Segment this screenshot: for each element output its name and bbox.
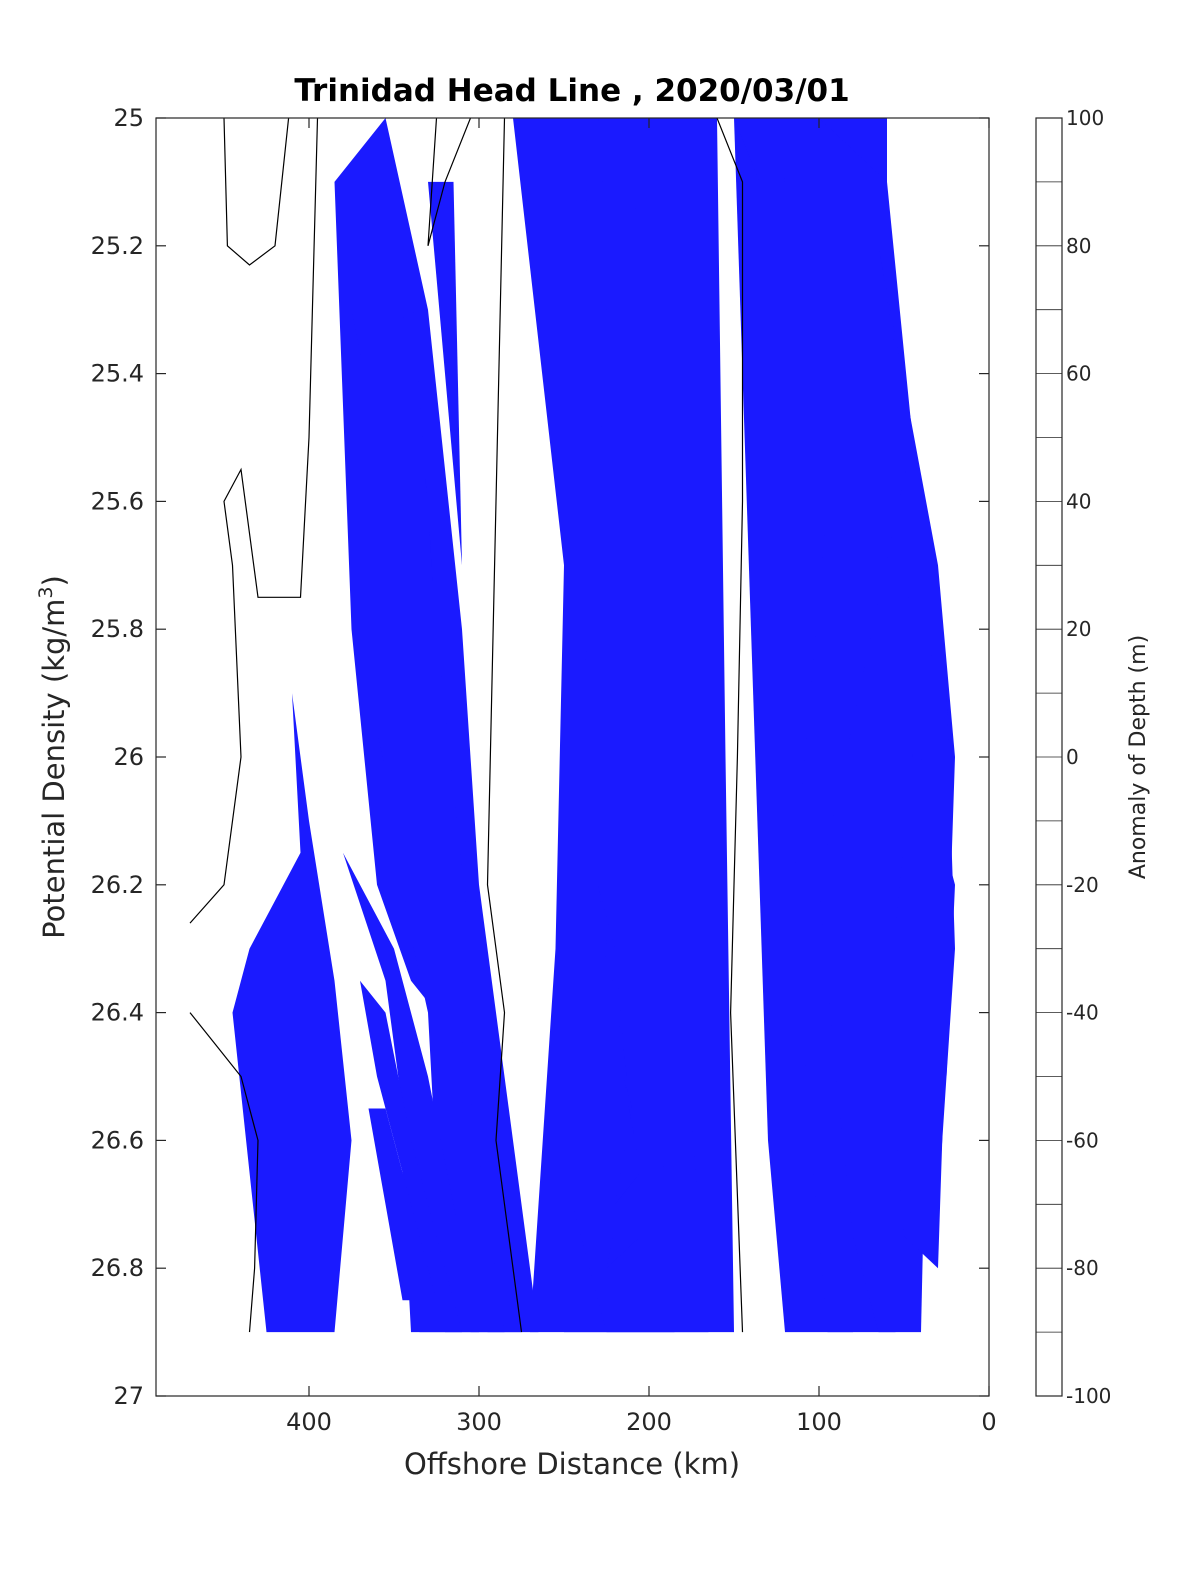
contour-region-neg-n: [921, 757, 955, 1077]
contour-region-neg-g: [368, 1108, 437, 1301]
y-tick-label: 25.8: [91, 615, 144, 643]
colorbar-tick-label: 0: [1066, 745, 1079, 769]
colorbar-frame: [1035, 117, 1063, 1397]
colorbar-tick-label: -80: [1066, 1256, 1099, 1280]
y-axis-label: Potential Density (kg/m3): [35, 575, 71, 939]
colorbar-tick-label: 40: [1066, 489, 1091, 513]
zero-contour-line: [486, 118, 523, 1333]
x-tick-label: 100: [796, 1408, 842, 1436]
contour-region-neg-h: [428, 181, 462, 566]
x-tick-label: 400: [286, 1408, 332, 1436]
y-tick-label: 26.8: [91, 1254, 144, 1282]
zero-contour-line: [716, 118, 744, 1333]
zero-contour-line: [189, 1012, 259, 1333]
x-tick-label: 0: [981, 1408, 996, 1436]
zero-contour-line: [427, 118, 472, 246]
contour-region-neg-f: [360, 980, 462, 1333]
y-tick-label: 26.2: [91, 871, 144, 899]
contour-region-pos-e: [606, 1012, 641, 1205]
colorbar-tick-label: -20: [1066, 873, 1099, 897]
contour-region-neg-d: [351, 309, 505, 1333]
zero-contour-layer: [189, 118, 744, 1333]
colorbar-tick-label: 100: [1066, 106, 1104, 130]
y-tick-label: 26.6: [91, 1126, 144, 1154]
zero-contour-line: [189, 118, 319, 924]
y-tick-label: 27: [113, 1382, 144, 1410]
x-axis: 400 300 200 100 0: [286, 118, 997, 1436]
contour-region-neg-o: [929, 629, 952, 821]
colorbar-label: Anomaly of Depth (m): [1126, 635, 1151, 879]
y-axis: 25 25.2 25.4 25.6 25.8 26 26.2 26.4 26.6 26.8 27: [91, 104, 989, 1410]
chart-title: Trinidad Head Line , 2020/03/01: [294, 73, 849, 109]
contour-region-pos-c: [572, 181, 675, 1333]
colorbar-tick-label: 60: [1066, 362, 1091, 386]
y-tick-label: 25.2: [91, 232, 144, 260]
y-tick-label: 25.6: [91, 487, 144, 515]
colorbar-tick-label: -100: [1066, 1384, 1111, 1408]
zero-contour-line: [223, 118, 290, 266]
colorbar: 100 80 60 40 20 0 -20 -40 -60 -80 -100: [1035, 106, 1111, 1408]
colorbar-tick-label: -40: [1066, 1001, 1099, 1025]
colorbar-tick-label: 80: [1066, 234, 1091, 258]
y-tick-label: 25: [113, 104, 144, 132]
contour-region-neg-p: [734, 118, 785, 182]
contour-region-neg-e: [343, 852, 479, 1333]
y-tick-label: 26: [113, 743, 144, 771]
colorbar-tick-label: -60: [1066, 1128, 1099, 1152]
x-axis-label: Offshore Distance (km): [404, 1447, 740, 1481]
y-tick-label: 26.4: [91, 999, 144, 1027]
contour-region-neg-a: [232, 693, 352, 1333]
y-tick-label: 25.4: [91, 360, 144, 388]
contour-region-pos-f: [598, 118, 632, 246]
x-tick-label: 300: [456, 1408, 502, 1436]
x-tick-label: 200: [626, 1408, 672, 1436]
contour-fill-layer: [232, 118, 955, 1333]
colorbar-tick-label: 20: [1066, 617, 1091, 641]
